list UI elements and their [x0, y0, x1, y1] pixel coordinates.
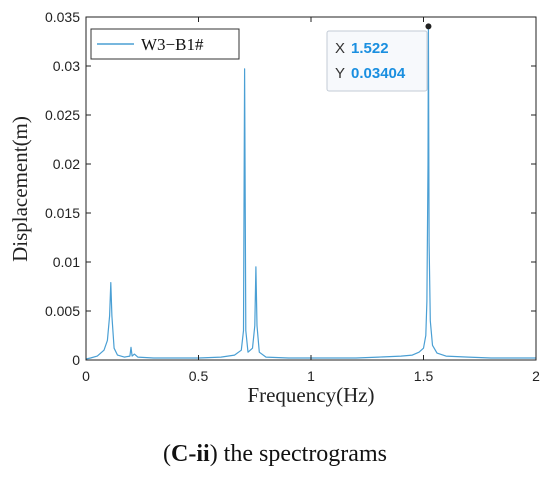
datatip-y-key: Y	[335, 65, 345, 82]
x-tick-label: 2	[532, 368, 540, 384]
legend-entry: W3−B1#	[141, 35, 204, 54]
datatip[interactable]: X 1.522 Y 0.03404	[326, 30, 428, 92]
datatip-x-key: X	[335, 40, 345, 57]
y-tick-label: 0.025	[45, 107, 80, 123]
legend: W3−B1#	[90, 28, 240, 60]
x-tick-label: 1.5	[414, 368, 434, 384]
x-tick-label: 0	[82, 368, 90, 384]
plot-area	[85, 16, 537, 361]
x-tick-label: 0.5	[189, 368, 209, 384]
x-tick-label: 1	[307, 368, 315, 384]
y-tick-label: 0.035	[45, 9, 80, 25]
y-axis-title: Displacement(m)	[8, 116, 32, 262]
x-axis-title: Frequency(Hz)	[247, 383, 374, 407]
y-tick-label: 0	[72, 352, 80, 368]
caption-label: C-ii	[171, 441, 210, 467]
y-tick-label: 0.015	[45, 205, 80, 221]
plot-frame	[85, 16, 537, 361]
datatip-x-value: 1.522	[351, 40, 389, 57]
y-tick-label: 0.02	[53, 156, 80, 172]
figure-caption: (C-ii) the spectrograms	[0, 441, 550, 468]
y-tick-label: 0.01	[53, 254, 80, 270]
axis-ticks: 0 0.5 1 1.5 2 0 0.005 0.01 0.015 0.02 0.025 0.03 0.0…	[45, 9, 540, 384]
series-line-0	[85, 25, 536, 360]
caption-open: (	[163, 441, 172, 467]
caption-rest: ) the spectrograms	[209, 441, 387, 467]
datatip-box	[326, 30, 428, 92]
y-tick-label: 0.03	[53, 58, 80, 74]
datatip-y-value: 0.03404	[351, 65, 406, 82]
datatip-marker[interactable]	[425, 23, 432, 30]
spectrogram-chart: 0 0.5 1 1.5 2 0 0.005 0.01 0.015 0.02 0.025 0.03 0.0…	[8, 9, 540, 407]
y-tick-label: 0.005	[45, 303, 80, 319]
